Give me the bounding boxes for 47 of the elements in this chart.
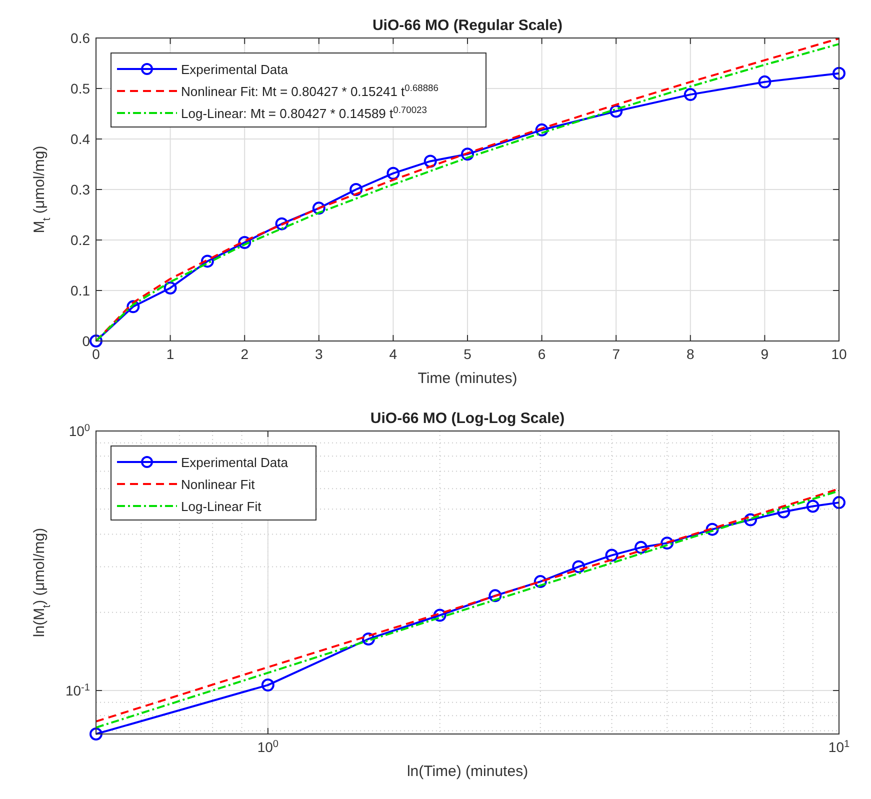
x-tick-label: 0: [92, 346, 100, 362]
y-tick-label: 0.1: [70, 282, 90, 298]
point: [275, 217, 288, 230]
legend-label: Experimental Data: [181, 455, 289, 470]
point: [312, 202, 326, 215]
x-tick-label: 1: [166, 346, 174, 362]
point: [164, 281, 177, 294]
y-tick-label: 0.4: [70, 131, 90, 147]
point: [832, 66, 846, 80]
point: [350, 183, 363, 196]
x-tick-label: 3: [315, 346, 323, 362]
y-tick-label: 10$^{0}$: [68, 422, 90, 439]
y-tick-label: 0: [82, 333, 90, 349]
y-tick-label: 0.2: [70, 232, 90, 248]
x-tick-label: 9: [760, 346, 769, 362]
point: [424, 154, 437, 168]
point: [610, 104, 623, 118]
y-tick-label: 0.6: [70, 30, 90, 46]
x-tick-label: 10: [831, 346, 847, 362]
legend-label: Log-Linear: Mt = 0.80427 * 0.14589 t$^{0.70023}$: [181, 105, 427, 121]
point: [535, 123, 548, 136]
x-tick-label: 10$^{1}$: [828, 738, 850, 755]
chart-title: UiO-66 MO (Regular Scale): [372, 17, 563, 34]
x-axis-title: Time (minutes): [418, 370, 518, 387]
y-tick-label: 0.3: [70, 182, 90, 198]
x-tick-label: 5: [464, 346, 472, 362]
x-tick-label: 8: [686, 346, 694, 362]
x-tick-label: 6: [538, 346, 546, 362]
point: [90, 334, 102, 348]
x-tick-label: 7: [612, 346, 620, 362]
x-axis-title: ln(Time) (minutes): [406, 763, 528, 780]
point: [386, 166, 400, 180]
x-tick-label: 2: [240, 346, 249, 362]
point: [238, 236, 252, 250]
y-tick-label: 0.5: [70, 80, 90, 96]
point: [684, 88, 697, 102]
legend-label: Nonlinear Fit: [181, 477, 256, 492]
legend-label: Log-Linear Fit: [181, 499, 262, 514]
chart-title: UiO-66 MO (Log-Log Scale): [370, 410, 565, 427]
legend-label: Nonlinear Fit: Mt = 0.80427 * 0.15241 t$^{0.68886}$: [181, 83, 438, 99]
point: [758, 75, 772, 88]
x-tick-label: 4: [389, 346, 398, 362]
legend-label: Experimental Data: [181, 62, 289, 77]
point: [200, 254, 214, 268]
point: [461, 148, 474, 161]
point: [126, 300, 140, 314]
y-tick-label: 10$^{-1}$: [65, 682, 90, 699]
